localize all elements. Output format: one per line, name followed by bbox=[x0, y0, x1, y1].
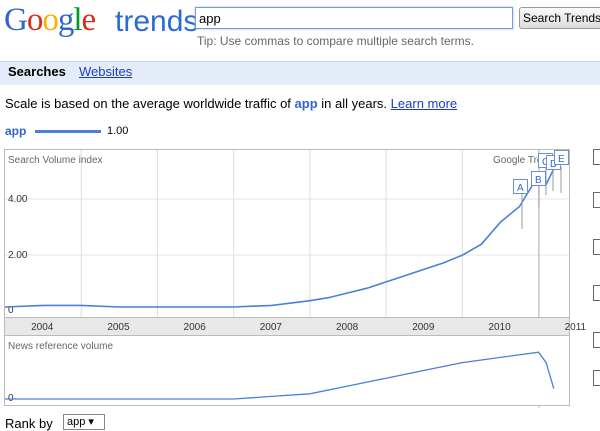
year-label-2006: 2006 bbox=[184, 322, 207, 333]
marker-e[interactable]: E bbox=[554, 150, 569, 166]
google-logo[interactable]: Google bbox=[4, 2, 96, 38]
scale-note-keyword: app bbox=[294, 96, 318, 111]
svg-text:B: B bbox=[535, 175, 542, 186]
side-checkbox-4[interactable] bbox=[593, 285, 600, 301]
tab-websites[interactable]: Websites bbox=[79, 64, 133, 79]
rank-by-select[interactable]: app ▾ bbox=[63, 414, 105, 430]
year-label-2008: 2008 bbox=[336, 322, 359, 333]
search-volume-title: Search Volume index bbox=[8, 155, 103, 166]
y-tick-4: 4.00 bbox=[8, 194, 28, 205]
search-input[interactable] bbox=[195, 7, 513, 29]
scale-note-suffix: in all years. bbox=[317, 96, 388, 111]
marker-a[interactable]: A bbox=[513, 179, 528, 195]
scale-note-prefix: Scale is based on the average worldwide … bbox=[5, 96, 295, 111]
year-label-2005: 2005 bbox=[107, 322, 130, 333]
search-volume-line bbox=[4, 168, 555, 308]
legend-value: 1.00 bbox=[107, 125, 129, 137]
svg-text:D: D bbox=[550, 159, 557, 170]
side-checkbox-1[interactable] bbox=[593, 149, 600, 165]
news-title: News reference volume bbox=[8, 341, 113, 352]
tab-bar bbox=[0, 61, 600, 85]
search-tip: Tip: Use commas to compare multiple sear… bbox=[197, 34, 474, 48]
svg-text:C: C bbox=[542, 157, 549, 168]
year-label-2004: 2004 bbox=[31, 322, 54, 333]
side-checkbox-6[interactable] bbox=[593, 370, 600, 386]
year-label-2007: 2007 bbox=[260, 322, 283, 333]
news-markers: A B C D E bbox=[513, 150, 569, 229]
svg-text:E: E bbox=[558, 154, 565, 165]
year-axis bbox=[4, 317, 570, 336]
scale-note: Scale is based on the average worldwide … bbox=[5, 96, 457, 111]
trends-logo-text: trends bbox=[115, 5, 199, 38]
marker-b[interactable]: B bbox=[531, 171, 546, 187]
news-frame bbox=[4, 335, 570, 406]
legend-line bbox=[35, 130, 101, 133]
news-volume-line bbox=[5, 351, 555, 400]
trends-chart: Search Volume index Google Trends 4.00 2… bbox=[4, 149, 587, 408]
rank-by-label: Rank by bbox=[5, 416, 53, 431]
legend-keyword: app bbox=[5, 124, 27, 138]
side-checkbox-2[interactable] bbox=[593, 192, 600, 208]
y-tick-0: 0 bbox=[8, 305, 14, 316]
search-volume-frame bbox=[4, 149, 570, 318]
side-checkbox-5[interactable] bbox=[593, 332, 600, 348]
year-label-2010: 2010 bbox=[488, 322, 511, 333]
y-tick-2: 2.00 bbox=[8, 250, 28, 261]
svg-text:A: A bbox=[517, 183, 524, 194]
learn-more-link[interactable]: Learn more bbox=[390, 96, 458, 111]
search-trends-button[interactable]: Search Trends bbox=[519, 7, 600, 29]
year-label-2009: 2009 bbox=[412, 322, 435, 333]
tab-searches[interactable]: Searches bbox=[8, 64, 66, 79]
side-checkbox-3[interactable] bbox=[593, 239, 600, 255]
chart-watermark: Google Trends bbox=[493, 155, 559, 166]
year-label-2011: 2011 bbox=[565, 322, 587, 333]
